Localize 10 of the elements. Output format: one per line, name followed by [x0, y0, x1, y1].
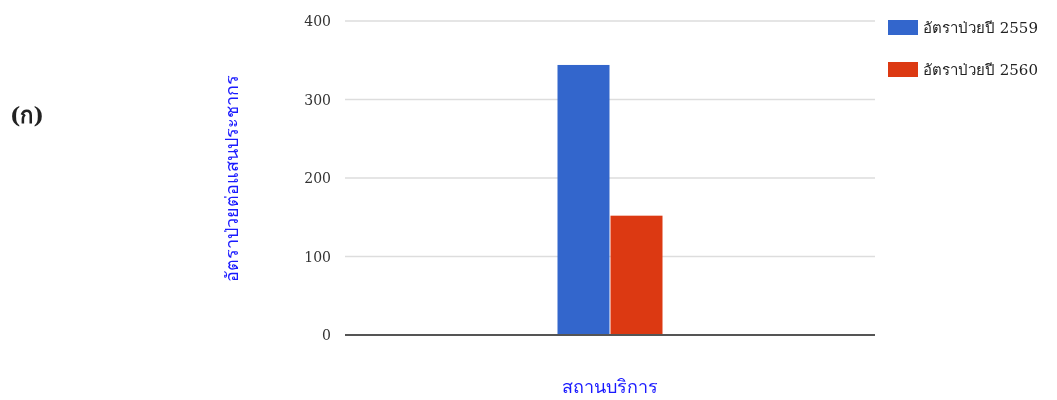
- y-tick-label: 100: [304, 248, 331, 265]
- y-tick-label: 300: [304, 91, 331, 108]
- y-axis-title: อัตราป่วยต่อแสนประชากร: [221, 74, 242, 282]
- y-tick-label: 0: [322, 327, 331, 343]
- legend-label: อัตราป่วยปี 2559: [923, 19, 1038, 37]
- y-tick-label: 200: [304, 170, 331, 186]
- y-tick-label: 400: [304, 13, 331, 29]
- text: (ก): [10, 102, 44, 128]
- legend-label: อัตราป่วยปี 2560: [923, 61, 1038, 79]
- x-axis-title: สถานบริการ: [562, 376, 658, 397]
